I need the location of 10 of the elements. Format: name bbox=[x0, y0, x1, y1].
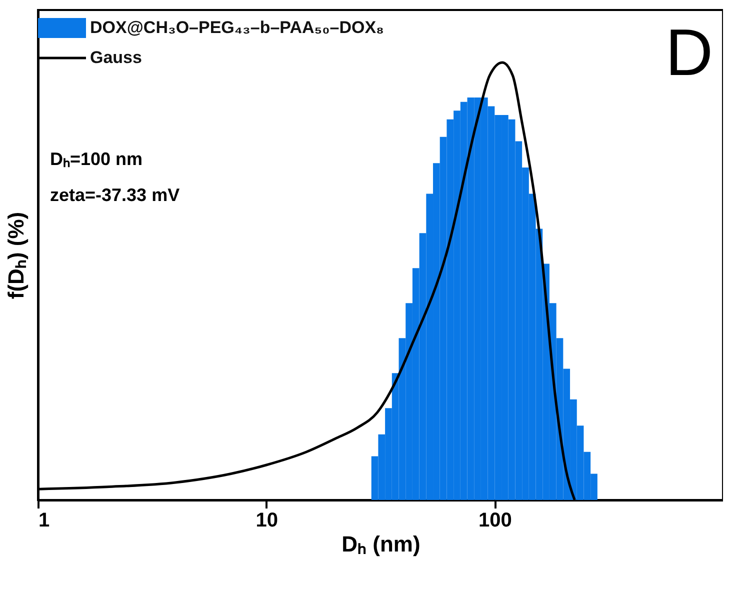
x-tick-label: 1 bbox=[38, 510, 50, 532]
annotation: Dₕ=100 nm bbox=[50, 149, 143, 169]
annotation: D bbox=[665, 15, 713, 89]
legend-label: Gauss bbox=[90, 48, 142, 67]
x-tick-label: 10 bbox=[256, 510, 278, 532]
legend-label: DOX@CH₃O–PEG₄₃–b–PAA₅₀–DOX₈ bbox=[90, 18, 384, 37]
y-axis-title: f(Dₕ) (%) bbox=[4, 212, 28, 300]
x-tick-label: 100 bbox=[478, 510, 512, 532]
x-axis-title: Dₕ (nm) bbox=[342, 532, 420, 556]
annotation: zeta=-37.33 mV bbox=[50, 185, 180, 205]
